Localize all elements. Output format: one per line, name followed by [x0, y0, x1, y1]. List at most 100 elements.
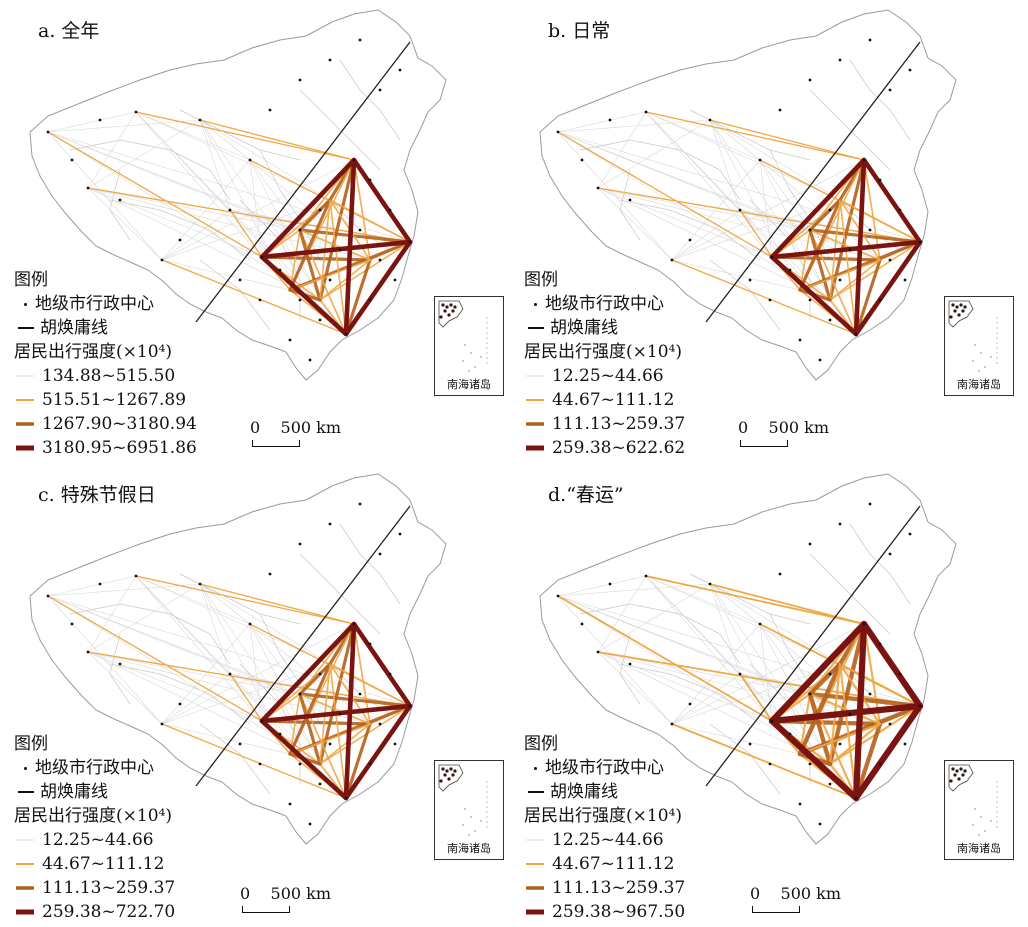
inset-city-dot — [957, 777, 961, 781]
flow-line-class1 — [135, 111, 251, 161]
flow-line-class2 — [671, 259, 857, 335]
inset-island — [990, 820, 992, 822]
flow-line-class2 — [557, 595, 773, 722]
city-dot — [670, 722, 674, 726]
city-dot — [393, 742, 397, 746]
south-china-sea-inset: 南海诸岛 — [434, 760, 504, 860]
city-dot — [888, 258, 892, 262]
city-dot — [118, 662, 122, 666]
city-dot — [898, 208, 902, 212]
class3-swatch-icon — [16, 422, 34, 426]
flow-line-class4 — [259, 254, 349, 337]
inset-island — [974, 344, 976, 346]
flow-line-class2 — [799, 259, 881, 291]
flow-line-class1 — [709, 119, 761, 161]
legend-title: 图例 — [524, 270, 558, 290]
city-dot — [738, 672, 742, 676]
panel-title: d.“春运” — [548, 484, 624, 506]
flow-line-class1 — [47, 131, 163, 261]
inset-island — [980, 816, 982, 818]
map-layer — [29, 9, 447, 381]
city-dot — [393, 278, 397, 282]
province-boundary — [109, 169, 131, 241]
province-boundary — [69, 139, 231, 201]
inset-island — [980, 352, 982, 354]
legend-class-4: 259.38~967.50 — [552, 902, 686, 922]
city-dot — [838, 58, 842, 62]
legend-title: 图例 — [14, 734, 48, 754]
flow-line-class1 — [557, 595, 811, 695]
class1-swatch-icon — [526, 839, 544, 841]
city-dot — [828, 782, 832, 786]
city-dot — [134, 110, 138, 114]
inset-city-dot — [443, 773, 447, 777]
city-dot — [644, 574, 648, 578]
city-dot — [808, 692, 812, 696]
flow-line-class4 — [769, 157, 867, 260]
flow-line-class1 — [199, 583, 251, 625]
flow-line-class4 — [259, 718, 349, 801]
inset-label: 南海诸岛 — [957, 378, 1001, 391]
flow-line-class1 — [557, 583, 711, 597]
inset-island — [974, 808, 976, 810]
city-dot — [788, 268, 792, 272]
inset-city-dot — [949, 779, 953, 783]
city-dot — [580, 158, 584, 162]
city-dot — [878, 298, 882, 302]
legend-class-3: 1267.90~3180.94 — [42, 414, 197, 434]
city-dot — [344, 332, 348, 336]
flow-line-class2 — [709, 119, 865, 161]
flow-line-class4 — [769, 239, 923, 260]
city-dot — [908, 68, 912, 72]
flow-line-class1 — [161, 673, 231, 725]
inset-city-dot — [447, 313, 451, 317]
inset-city-dot — [949, 315, 953, 319]
flow-line-class1 — [47, 583, 201, 597]
flow-line-class1 — [671, 159, 865, 261]
city-dot — [798, 338, 802, 342]
city-dot — [708, 582, 712, 586]
flow-line-class1 — [87, 187, 163, 261]
class2-swatch-icon — [16, 863, 34, 865]
scale-label: 0 500 km — [750, 884, 842, 903]
scale-bar: 0 500 km — [240, 884, 331, 913]
flow-line-class3 — [298, 692, 412, 708]
legend-class-3: 111.13~259.37 — [552, 414, 686, 434]
flow-line-class4 — [852, 620, 868, 802]
city-dot — [338, 248, 342, 252]
south-china-sea-inset: 南海诸岛 — [944, 760, 1014, 860]
legend-class-4: 259.38~722.70 — [42, 902, 176, 922]
inset-island — [972, 360, 974, 362]
city-dot — [748, 742, 752, 746]
flow-line-class2 — [47, 595, 263, 722]
city-dot — [828, 672, 832, 676]
city-dot — [328, 58, 332, 62]
city-dot — [838, 742, 842, 746]
city-dot — [556, 594, 560, 598]
flow-line-class1 — [645, 111, 761, 161]
flow-line-class2 — [87, 187, 411, 243]
inset-city-dot — [953, 309, 957, 313]
city-dot — [368, 298, 372, 302]
city-dot — [198, 118, 202, 122]
inset-city-dot — [453, 769, 457, 773]
flow-line-class1 — [645, 111, 741, 211]
flow-map — [539, 473, 957, 845]
flow-line-class1 — [597, 187, 881, 261]
city-dot — [818, 358, 822, 362]
scale-label: 0 500 km — [250, 418, 342, 437]
province-boundary — [579, 139, 741, 201]
flow-line-class1 — [199, 119, 291, 291]
flow-line-class1 — [597, 575, 647, 653]
province-boundary — [619, 199, 761, 261]
legend-class-1: 12.25~44.66 — [552, 830, 664, 850]
city-dot — [260, 255, 264, 259]
inset-city-dot — [957, 313, 961, 317]
city-dot — [580, 622, 584, 626]
city-dot — [868, 502, 872, 506]
flow-line-class4 — [768, 717, 860, 802]
flow-line-class3 — [260, 255, 372, 262]
city-dot — [818, 822, 822, 826]
flow-line-class1 — [161, 663, 331, 725]
flow-line-class1 — [597, 187, 673, 261]
